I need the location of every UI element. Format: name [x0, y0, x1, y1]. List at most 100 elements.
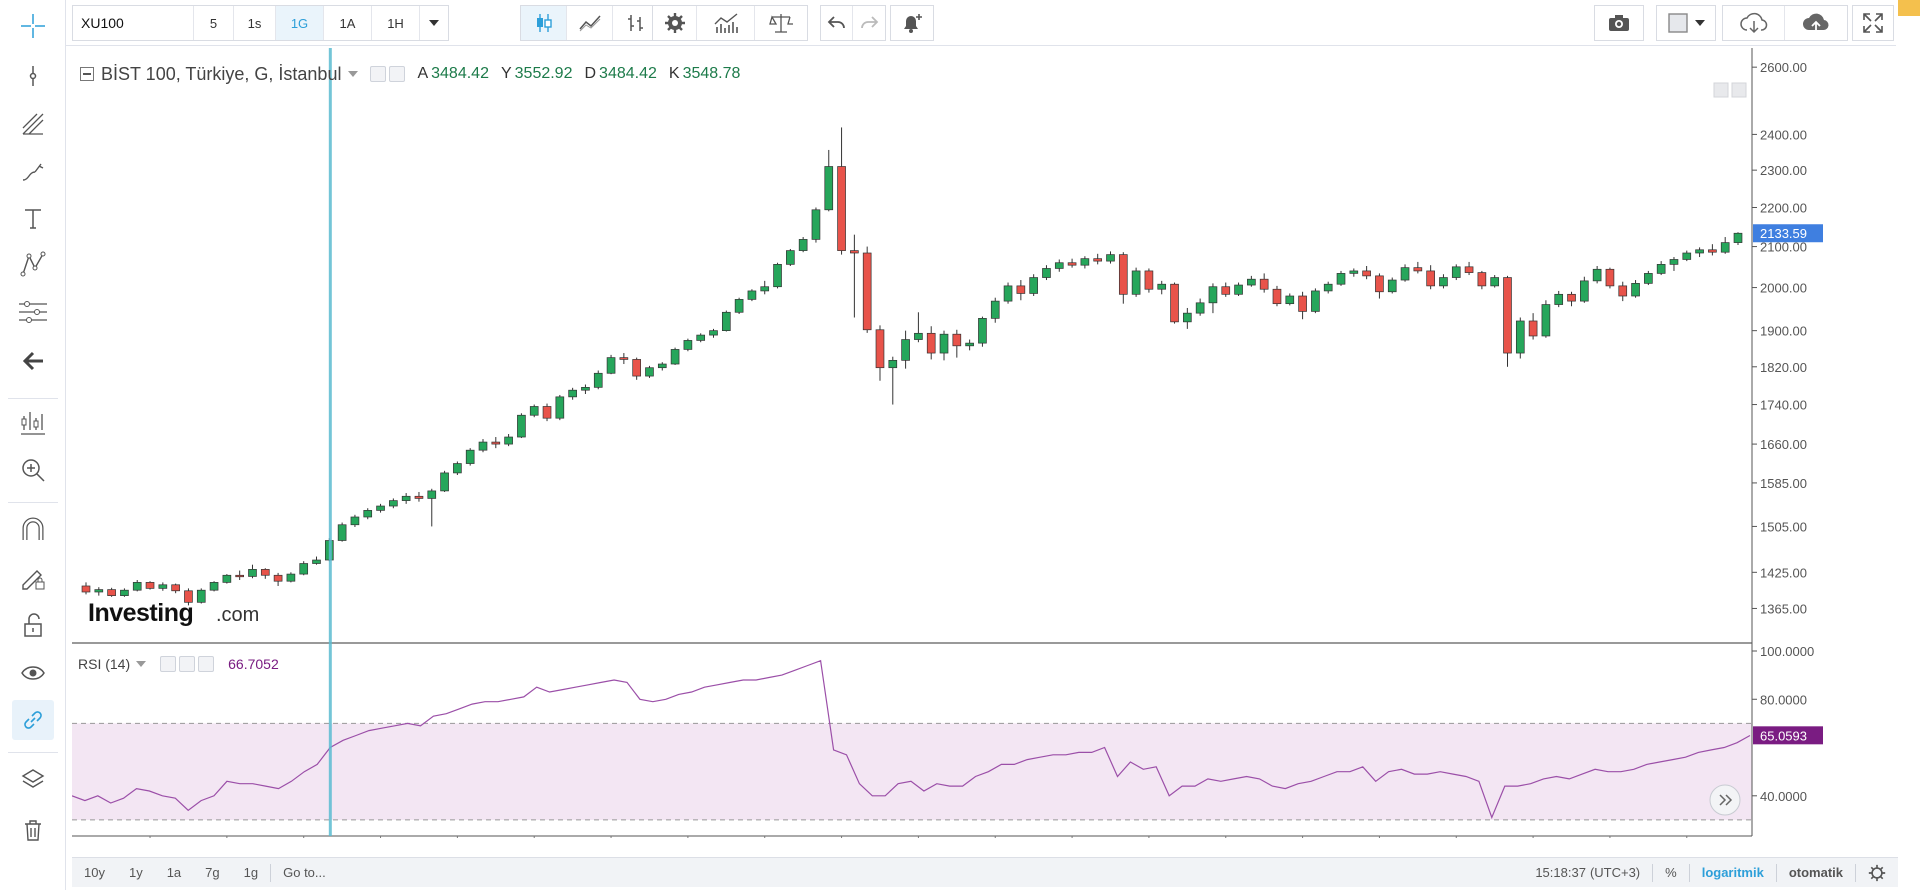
candle-down[interactable]	[145, 582, 155, 589]
candle-up[interactable]	[1490, 277, 1500, 287]
candle-down[interactable]	[1298, 295, 1307, 312]
layout-button[interactable]	[1657, 6, 1715, 40]
candle-up[interactable]	[453, 463, 462, 474]
candle-down[interactable]	[1259, 278, 1269, 290]
candle-up[interactable]	[1311, 290, 1320, 312]
lock-drawings-icon[interactable]	[12, 557, 54, 597]
candle-up[interactable]	[1387, 279, 1397, 293]
candle-down[interactable]	[1413, 267, 1423, 272]
candle-down[interactable]	[1708, 249, 1717, 253]
candle-down[interactable]	[1067, 262, 1077, 266]
candle-up[interactable]	[465, 449, 475, 464]
candle-down[interactable]	[1272, 288, 1282, 305]
candle-up[interactable]	[1247, 278, 1256, 286]
candle-down[interactable]	[619, 357, 629, 360]
pattern-tool-icon[interactable]	[12, 244, 54, 284]
candle-up[interactable]	[709, 330, 718, 336]
candle-down[interactable]	[1118, 254, 1128, 295]
candle-up[interactable]	[1439, 277, 1448, 287]
interval-1g[interactable]: 1G	[276, 6, 324, 40]
text-tool-icon[interactable]	[12, 198, 54, 238]
candle-down[interactable]	[1477, 272, 1487, 287]
interval-1h[interactable]: 1H	[372, 6, 420, 40]
candle-up[interactable]	[1682, 252, 1692, 260]
candle-up[interactable]	[504, 436, 513, 445]
candle-up[interactable]	[158, 584, 168, 589]
candle-up[interactable]	[1554, 293, 1564, 305]
candle-up[interactable]	[1195, 302, 1205, 314]
candle-up[interactable]	[363, 510, 373, 518]
alert-button[interactable]	[891, 6, 933, 40]
arrow-left-icon[interactable]	[12, 341, 54, 381]
candle-up[interactable]	[1580, 280, 1589, 302]
candle-up[interactable]	[683, 340, 693, 350]
candle-up[interactable]	[888, 359, 898, 369]
rsi-line[interactable]	[72, 659, 1751, 820]
candle-up[interactable]	[1285, 295, 1295, 305]
fullscreen-button[interactable]	[1853, 6, 1893, 40]
interval-dropdown[interactable]	[420, 6, 448, 40]
candle-up[interactable]	[350, 516, 360, 526]
candle-up[interactable]	[798, 239, 808, 251]
candle-up[interactable]	[529, 406, 539, 416]
candle-down[interactable]	[1528, 320, 1538, 337]
candle-up[interactable]	[657, 363, 667, 369]
candle-up[interactable]	[1515, 320, 1525, 354]
candle-up[interactable]	[747, 290, 757, 300]
settings-small-icon[interactable]	[389, 66, 406, 82]
load-button[interactable]	[1723, 6, 1785, 40]
symbol-title[interactable]: BİST 100, Türkiye, G, İstanbul	[101, 63, 342, 84]
candle-up[interactable]	[94, 589, 104, 593]
candle-up[interactable]	[1106, 254, 1115, 262]
candle-down[interactable]	[273, 574, 283, 582]
candle-up[interactable]	[1323, 283, 1333, 292]
candle-up[interactable]	[990, 300, 1000, 319]
candle-down[interactable]	[81, 585, 91, 593]
candle-down[interactable]	[1567, 293, 1576, 302]
candle-up[interactable]	[120, 589, 129, 596]
rsi-title[interactable]: RSI (14)	[78, 656, 131, 672]
candle-up[interactable]	[760, 286, 770, 292]
candle-up[interactable]	[1733, 232, 1743, 243]
candle-up[interactable]	[824, 166, 834, 211]
candle-up[interactable]	[1644, 273, 1653, 284]
candle-up[interactable]	[478, 441, 488, 451]
candle-up[interactable]	[299, 563, 309, 575]
candle-up[interactable]	[1349, 270, 1359, 274]
prediction-tool-icon[interactable]	[12, 292, 54, 332]
candle-up[interactable]	[1669, 259, 1679, 265]
visibility-icon[interactable]	[370, 66, 387, 82]
candle-up[interactable]	[773, 264, 782, 288]
candle-up[interactable]	[939, 333, 949, 354]
candle-up[interactable]	[312, 559, 321, 564]
candle-down[interactable]	[1464, 266, 1474, 273]
candle-down[interactable]	[542, 406, 552, 419]
candle-up[interactable]	[1029, 277, 1038, 294]
candle-down[interactable]	[1093, 258, 1103, 262]
candle-down[interactable]	[632, 359, 641, 377]
candle-down[interactable]	[1170, 283, 1179, 323]
chevron-down-icon[interactable]	[136, 661, 147, 667]
candle-down[interactable]	[1605, 268, 1615, 287]
trash-icon[interactable]	[12, 810, 54, 850]
candle-down[interactable]	[875, 329, 885, 369]
measure-tool-icon[interactable]	[12, 403, 54, 443]
trend-line-tool-icon[interactable]	[12, 56, 54, 96]
candle-up[interactable]	[914, 332, 923, 340]
candle-up[interactable]	[1631, 283, 1640, 297]
candle-up[interactable]	[222, 574, 232, 583]
candle-down[interactable]	[414, 495, 424, 499]
candle-up[interactable]	[606, 357, 616, 374]
candle-up[interactable]	[1451, 266, 1461, 278]
fib-tool-icon[interactable]	[12, 104, 54, 144]
candle-down[interactable]	[837, 166, 846, 251]
candle-up[interactable]	[427, 490, 437, 499]
candle-down[interactable]	[850, 250, 859, 254]
candle-down[interactable]	[491, 441, 501, 445]
candle-up[interactable]	[1131, 270, 1141, 295]
candle-up[interactable]	[1400, 267, 1410, 281]
zoom-in-icon[interactable]	[12, 450, 54, 490]
candle-up[interactable]	[811, 209, 821, 240]
candle-up[interactable]	[209, 582, 219, 591]
candle-up[interactable]	[389, 500, 398, 507]
